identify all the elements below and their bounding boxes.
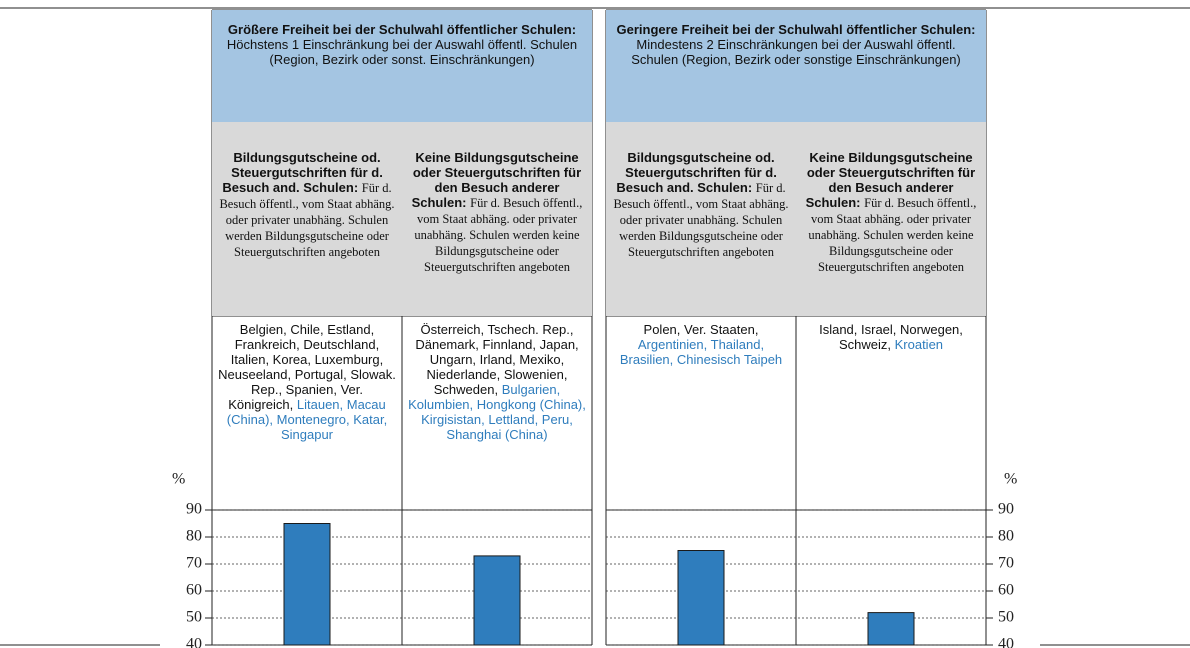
column-description: Für d. Besuch öffentl., vom Staat abhäng… (808, 196, 977, 274)
bar (677, 550, 725, 646)
group-subtitle: Höchstens 1 Einschränkung bei der Auswah… (226, 37, 578, 67)
country-list: Polen, Ver. Staaten, Argentinien, Thaila… (606, 316, 796, 367)
group-header: Größere Freiheit bei der Schulwahl öffen… (212, 10, 592, 122)
country-list: Island, Israel, Norwegen, Schweiz, Kroat… (796, 316, 986, 352)
y-tick-label: 60 (998, 582, 1014, 599)
column-title: Bildungsgutscheine od. Steuergutschrifte… (616, 150, 777, 195)
y-axis-label: % (1004, 471, 1017, 488)
column-header: Bildungsgutscheine od. Steuergutschrifte… (212, 122, 402, 316)
country-list: Belgien, Chile, Estland, Frankreich, Deu… (212, 316, 402, 442)
y-axis-label: % (172, 471, 185, 488)
bar (283, 523, 331, 646)
column-title: Keine Bildungsgutscheine oder Steuerguts… (411, 150, 582, 210)
partner-countries: Argentinien, Thailand, Brasilien, Chines… (619, 337, 783, 367)
column-title: Keine Bildungsgutscheine oder Steuerguts… (805, 150, 976, 210)
countries: Belgien, Chile, Estland, Frankreich, Deu… (218, 322, 396, 412)
y-tick-label: 80 (998, 528, 1014, 545)
y-tick-label: 60 (186, 582, 202, 599)
countries: Österreich, Tschech. Rep., Dänemark, Fin… (415, 322, 579, 397)
column-header: Keine Bildungsgutscheine oder Steuerguts… (402, 122, 592, 316)
country-list: Österreich, Tschech. Rep., Dänemark, Fin… (402, 316, 592, 442)
group-title: Größere Freiheit bei der Schulwahl öffen… (227, 22, 577, 37)
y-tick-label: 70 (998, 555, 1014, 572)
column-description: Für d. Besuch öffentl., vom Staat abhäng… (219, 181, 395, 259)
partner-countries: Bulgarien, Kolumbien, Hongkong (China), … (408, 382, 586, 442)
countries: Polen, Ver. Staaten, (643, 322, 759, 337)
y-tick-label: 90 (998, 501, 1014, 518)
countries: Island, Israel, Norwegen, Schweiz, (819, 322, 963, 352)
column-description: Für d. Besuch öffentl., vom Staat abhäng… (613, 181, 789, 259)
y-tick-label: 40 (186, 636, 202, 648)
y-tick-label: 90 (186, 501, 202, 518)
group-subtitle: Mindestens 2 Einschränkungen bei der Aus… (631, 37, 961, 67)
y-tick-label: 40 (998, 636, 1014, 648)
group-header: Geringere Freiheit bei der Schulwahl öff… (606, 10, 986, 122)
bar (867, 612, 915, 646)
partner-countries: Kroatien (894, 337, 944, 352)
bar (473, 555, 521, 646)
column-title: Bildungsgutscheine od. Steuergutschrifte… (222, 150, 383, 195)
y-tick-label: 80 (186, 528, 202, 545)
column-header: Bildungsgutscheine od. Steuergutschrifte… (606, 122, 796, 316)
y-tick-label: 70 (186, 555, 202, 572)
y-tick-label: 50 (186, 609, 202, 626)
column-header: Keine Bildungsgutscheine oder Steuerguts… (796, 122, 986, 316)
partner-countries: Litauen, Macau (China), Montenegro, Kata… (226, 397, 388, 442)
group-title: Geringere Freiheit bei der Schulwahl öff… (616, 22, 976, 37)
column-description: Für d. Besuch öffentl., vom Staat abhäng… (414, 196, 583, 274)
y-tick-label: 50 (998, 609, 1014, 626)
